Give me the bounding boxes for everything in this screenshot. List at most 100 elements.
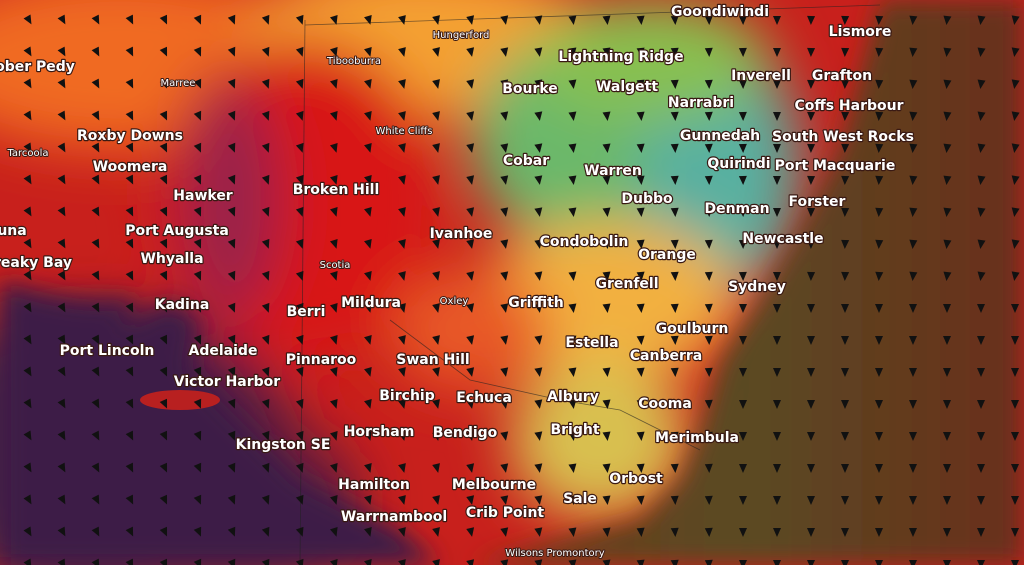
wind-arrow <box>943 207 952 217</box>
wind-arrow <box>704 79 713 89</box>
wind-arrow <box>704 335 713 345</box>
wind-arrow <box>432 559 440 565</box>
wind-arrow <box>432 79 440 89</box>
wind-arrow <box>261 78 270 89</box>
wind-arrow <box>295 558 304 565</box>
wind-arrow <box>466 335 475 345</box>
place-label: Swan Hill <box>396 352 469 368</box>
wind-arrow <box>329 270 338 281</box>
wind-arrow <box>772 239 781 249</box>
wind-arrow <box>364 367 372 377</box>
wind-arrow <box>909 47 918 57</box>
wind-arrow <box>943 496 951 505</box>
wind-arrow <box>841 111 850 121</box>
wind-arrow <box>329 462 338 473</box>
wind-arrow <box>125 526 134 537</box>
wind-arrow <box>875 271 884 281</box>
wind-arrow <box>670 47 679 57</box>
place-label: Bright <box>550 422 599 438</box>
wind-arrow <box>602 431 611 441</box>
wind-arrow <box>738 47 747 57</box>
wind-arrow <box>125 110 134 121</box>
wind-arrow <box>738 175 747 185</box>
wind-arrow <box>193 398 202 409</box>
wind-arrow <box>193 494 202 505</box>
wind-arrow <box>1011 464 1019 473</box>
wind-arrow <box>977 207 986 217</box>
wind-arrow <box>841 432 849 441</box>
wind-arrow <box>807 271 816 281</box>
wind-arrow <box>704 239 713 249</box>
wind-arrow <box>773 464 781 473</box>
wind-arrow <box>841 400 849 409</box>
wind-arrow <box>909 464 917 473</box>
minor-place-label: Hungerford <box>433 30 490 41</box>
wind-arrow <box>227 494 236 505</box>
wind-arrow <box>568 79 577 89</box>
wind-arrow <box>57 14 66 25</box>
wind-arrow <box>261 270 270 281</box>
wind-arrow <box>739 464 747 473</box>
wind-arrow <box>841 336 849 345</box>
wind-arrow <box>23 334 32 345</box>
wind-arrow <box>875 79 884 89</box>
wind-arrow <box>23 558 32 565</box>
wind-arrow <box>738 271 747 281</box>
wind-arrow <box>466 271 475 281</box>
wind-arrow <box>295 78 304 89</box>
wind-arrow <box>909 432 917 441</box>
wind-arrow <box>432 431 440 441</box>
wind-arrow <box>193 526 202 537</box>
wind-arrow <box>364 79 372 89</box>
wind-arrow <box>534 399 543 409</box>
wind-arrow <box>636 207 645 217</box>
wind-arrow <box>841 368 849 377</box>
wind-arrow <box>909 111 918 121</box>
wind-arrow <box>670 79 679 89</box>
wind-arrow <box>636 79 645 89</box>
wind-arrow <box>500 79 509 89</box>
wind-arrow <box>773 400 781 409</box>
place-label: Sydney <box>728 279 786 295</box>
wind-arrow <box>500 143 509 153</box>
wind-arrow <box>875 336 883 345</box>
wind-arrow <box>193 14 202 25</box>
wind-arrow <box>295 334 304 345</box>
wind-arrow <box>159 462 168 473</box>
wind-arrow <box>261 366 270 377</box>
wind-arrow <box>295 174 304 185</box>
wind-arrow <box>500 271 509 281</box>
wind-arrow <box>159 110 168 121</box>
wind-arrow <box>227 46 236 57</box>
place-label: Echuca <box>456 390 512 406</box>
wind-arrow <box>364 559 372 565</box>
wind-arrow <box>670 367 679 377</box>
wind-arrow <box>295 462 304 473</box>
wind-arrow <box>568 527 577 537</box>
wind-arrow <box>807 432 815 441</box>
wind-arrow <box>943 400 951 409</box>
wind-arrow <box>841 79 850 89</box>
wind-arrow <box>227 174 236 185</box>
wind-arrow <box>773 336 781 345</box>
wind-arrow <box>398 399 406 409</box>
wind-arrow <box>91 78 100 89</box>
wind-arrow <box>261 206 270 217</box>
wind-arrow <box>398 271 406 281</box>
wind-arrow <box>772 79 781 89</box>
wind-arrow <box>57 174 66 185</box>
wind-arrow <box>329 526 338 537</box>
wind-arrow <box>977 464 985 473</box>
wind-arrow <box>500 559 509 565</box>
wind-arrow <box>807 175 816 185</box>
wind-arrow <box>772 47 781 57</box>
minor-place-label: Tibooburra <box>326 56 381 67</box>
place-label: Orange <box>638 247 696 263</box>
wind-arrow <box>568 495 577 505</box>
wind-arrow <box>534 495 543 505</box>
wind-arrow <box>159 302 168 313</box>
wind-arrow <box>773 496 781 505</box>
wind-arrow <box>807 496 815 505</box>
